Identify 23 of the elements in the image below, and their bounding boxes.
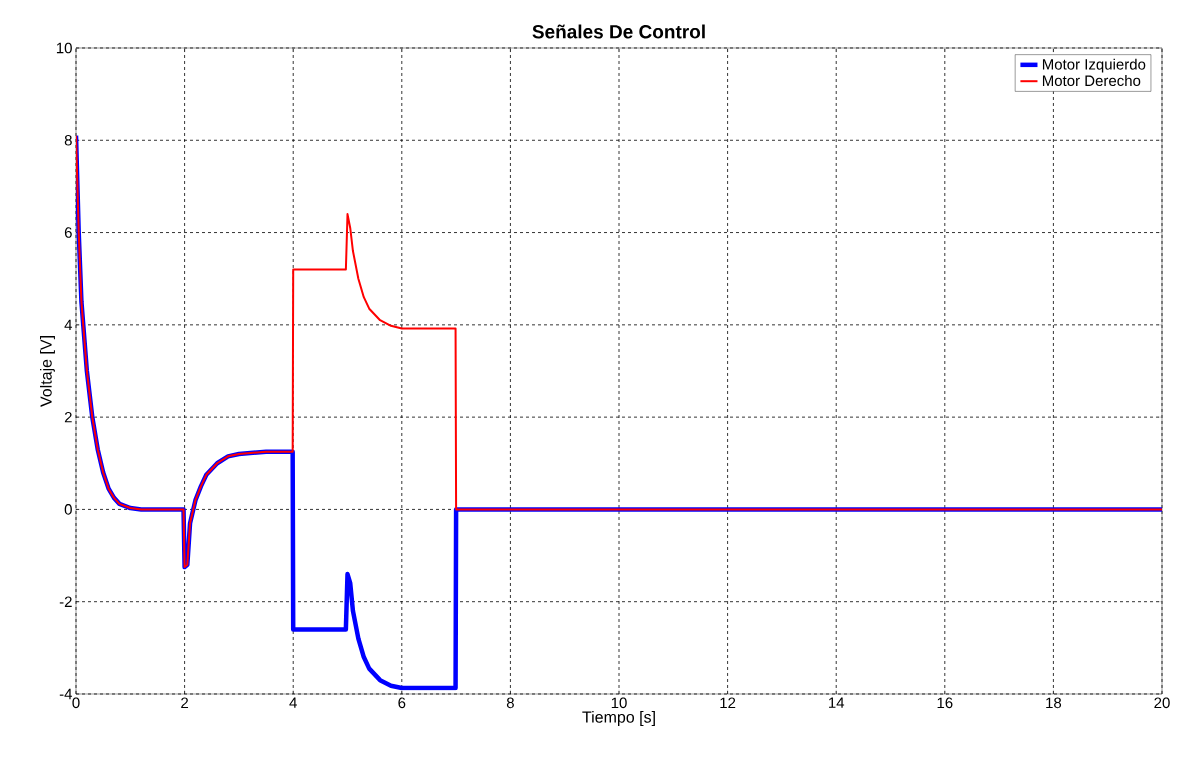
x-tick-label: 20 — [1154, 697, 1170, 709]
legend-label: Motor Izquierdo — [1042, 58, 1146, 73]
x-tick-label: 12 — [720, 697, 736, 708]
y-axis-title: Voltaje [V] — [40, 336, 55, 407]
y-tick-label: 10 — [56, 42, 72, 54]
x-tick-label: 14 — [829, 697, 845, 708]
x-tick-label: 8 — [506, 697, 514, 709]
y-tick-label: 2 — [64, 411, 72, 423]
chart-title: Señales De Control — [532, 24, 705, 39]
y-tick-label: 6 — [64, 227, 72, 238]
x-tick-label: 18 — [1046, 697, 1062, 709]
x-tick-label: 4 — [289, 697, 297, 708]
x-tick-label: 2 — [181, 697, 189, 708]
x-axis-title: Tiempo [s] — [582, 711, 655, 726]
y-tick-label: -4 — [59, 688, 73, 700]
y-tick-label: -2 — [59, 596, 72, 607]
y-tick-label: 0 — [64, 504, 72, 515]
x-tick-label: 10 — [611, 697, 627, 709]
legend-label: Motor Derecho — [1042, 75, 1141, 87]
x-tick-label: 6 — [398, 697, 406, 709]
y-tick-label: 8 — [64, 134, 72, 146]
x-tick-label: 16 — [937, 697, 953, 709]
y-tick-label: 4 — [64, 319, 73, 330]
